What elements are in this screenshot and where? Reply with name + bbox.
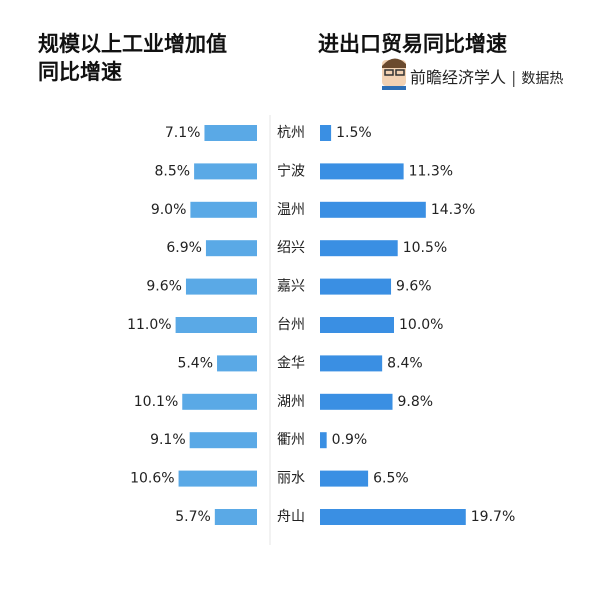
brand-name: 前瞻经济学人 — [410, 68, 507, 87]
category-label: 舟山 — [277, 509, 305, 525]
value-label: 9.1% — [150, 432, 186, 448]
bar — [178, 470, 257, 487]
bar — [214, 509, 257, 525]
bar — [175, 317, 257, 333]
value-label: 10.5% — [403, 240, 447, 256]
value-label: 11.3% — [409, 163, 453, 179]
bar — [320, 240, 398, 257]
bar — [320, 125, 332, 141]
bar — [320, 432, 327, 449]
value-label: 7.1% — [165, 125, 201, 141]
value-label: 8.5% — [155, 163, 191, 179]
category-label: 嘉兴 — [277, 279, 305, 295]
right-title: 进出口贸易同比增速 — [318, 32, 507, 56]
category-label: 丽水 — [277, 471, 305, 487]
bar — [320, 509, 466, 525]
brand-tag: 数据热 — [521, 71, 564, 87]
bar — [320, 355, 383, 372]
bar — [190, 201, 257, 218]
category-label: 绍兴 — [277, 240, 305, 256]
value-label: 1.5% — [336, 125, 372, 141]
bar — [217, 355, 257, 372]
category-label: 宁波 — [277, 162, 305, 179]
value-label: 10.1% — [134, 394, 178, 410]
bar — [320, 201, 426, 218]
category-label: 湖州 — [277, 394, 305, 410]
category-label: 衢州 — [277, 431, 305, 448]
bar — [182, 393, 257, 410]
category-label: 杭州 — [277, 125, 305, 141]
bar — [320, 393, 393, 410]
value-label: 9.8% — [398, 394, 434, 410]
value-label: 9.6% — [146, 279, 182, 295]
brand: 前瞻经济学人 | 数据热 — [410, 68, 564, 87]
bar — [320, 163, 404, 180]
bar — [194, 163, 257, 180]
avatar — [382, 58, 406, 90]
value-label: 11.0% — [127, 317, 171, 333]
bar — [204, 125, 257, 141]
bar — [320, 470, 369, 487]
value-label: 14.3% — [431, 202, 475, 218]
value-label: 10.6% — [130, 471, 174, 487]
bar — [205, 240, 257, 257]
value-label: 6.9% — [166, 240, 202, 256]
value-label: 5.7% — [175, 509, 211, 525]
category-label: 台州 — [277, 317, 305, 333]
bar — [185, 278, 257, 295]
value-label: 9.0% — [151, 202, 187, 218]
bar — [320, 317, 394, 333]
left-title: 规模以上工业增加值同比增速 — [38, 32, 227, 84]
value-label: 8.4% — [387, 355, 423, 371]
value-label: 9.6% — [396, 279, 432, 295]
category-label: 温州 — [277, 202, 305, 218]
category-label: 金华 — [277, 355, 305, 371]
value-label: 6.5% — [373, 471, 409, 487]
bar — [320, 278, 392, 295]
value-label: 0.9% — [332, 432, 368, 448]
value-label: 10.0% — [399, 317, 443, 333]
value-label: 5.4% — [177, 355, 213, 371]
value-label: 19.7% — [471, 509, 515, 525]
bar — [189, 432, 257, 449]
